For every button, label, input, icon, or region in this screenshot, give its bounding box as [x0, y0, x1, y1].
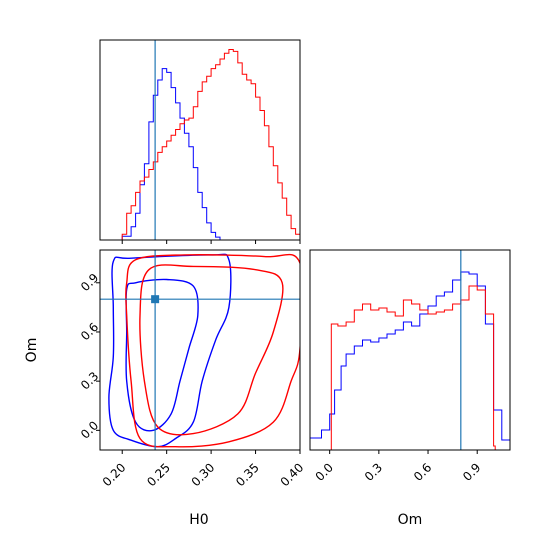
om-xtick-label-0: 0.0 [313, 460, 336, 483]
om-hist-series-layer [309, 271, 511, 451]
contour-inner-0 [125, 278, 199, 432]
joint-ytick-layer: 0.0 0.3 0.6 0.9 [78, 271, 101, 442]
h0-axis-label: H0 [189, 512, 208, 528]
om-xtick-label-3: 0.9 [460, 460, 483, 483]
om-ytick-label-1: 0.3 [78, 369, 101, 392]
om-ytick-label-0: 0.0 [78, 418, 101, 441]
h0-xtick-label-4: 0.40 [278, 460, 307, 489]
h0-xtick-label-1: 0.25 [144, 460, 173, 489]
joint-xtick-layer: 0.20 0.25 0.30 0.35 0.40 [100, 450, 307, 489]
h0-xtick-label-2: 0.30 [189, 460, 218, 489]
om-hist-series-0 [309, 271, 511, 450]
om-ytick-label-2: 0.6 [78, 320, 101, 343]
h0-hist-series-0 [100, 68, 221, 241]
om-axis-label: Om [398, 512, 423, 528]
h0-marginal-frame [99, 39, 301, 241]
h0-xtick-label-0: 0.20 [100, 460, 129, 489]
h0-hist-series-1 [121, 49, 301, 240]
om-hist-series-1 [329, 285, 496, 451]
contour-series-layer [108, 253, 300, 448]
h0-hist-series-layer [100, 49, 301, 241]
om-xtick-label-2: 0.6 [411, 460, 434, 483]
h0-marginal-panel [99, 39, 301, 244]
om-marginal-frame [309, 249, 511, 451]
h0-xtick-label-3: 0.35 [233, 460, 262, 489]
om-y-axis-label: Om [24, 338, 40, 363]
contour-outer-1 [125, 253, 300, 448]
om-ytick-label-3: 0.9 [78, 271, 101, 294]
truth-marker [151, 295, 160, 304]
joint-panel-frame [99, 249, 301, 451]
om-marginal-panel: 0.0 0.3 0.6 0.9 [309, 249, 511, 484]
om-xtick-label-1: 0.3 [362, 460, 385, 483]
contour-inner-1 [139, 264, 284, 436]
joint-contour-panel: 0.20 0.25 0.30 0.35 0.40 0.0 0.3 0.6 0.9 [78, 249, 307, 489]
om-xtick-layer: 0.0 0.3 0.6 0.9 [313, 450, 484, 484]
